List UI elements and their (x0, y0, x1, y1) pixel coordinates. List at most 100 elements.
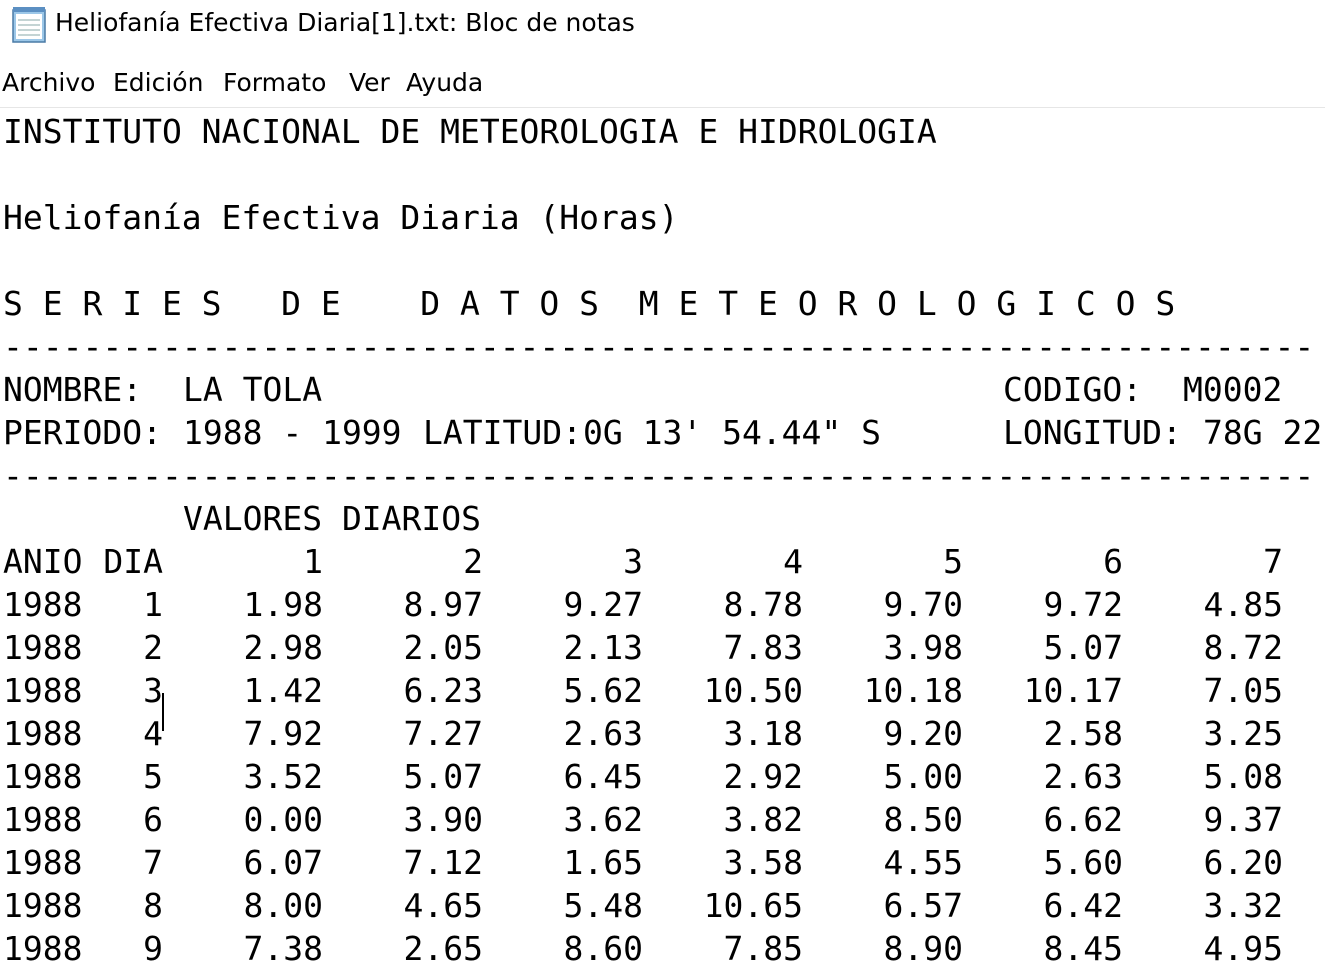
table-cell: 3.58 (723, 843, 803, 882)
text-area[interactable]: INSTITUTO NACIONAL DE METEOROLOGIA E HID… (0, 108, 1325, 971)
table-cell: 9.20 (883, 714, 963, 753)
menu-item[interactable]: Formato (223, 68, 327, 97)
title-bar: Heliofanía Efectiva Diaria[1].txt: Bloc … (0, 0, 1325, 52)
table-cell: 6 (143, 800, 163, 839)
table-cell: 2.13 (563, 628, 643, 667)
field-label: LONGITUD: (1003, 413, 1182, 452)
menu-item[interactable]: Edición (113, 68, 204, 97)
menu-item[interactable]: Archivo (2, 68, 96, 97)
table-cell: 4.95 (1203, 929, 1283, 968)
table-cell: 5.00 (883, 757, 963, 796)
table-cell: 6.20 (1203, 843, 1283, 882)
table-cell: 2.98 (243, 628, 323, 667)
table-cell: 9.27 (563, 585, 643, 624)
table-cell: 5.07 (403, 757, 483, 796)
table-cell: 8.97 (403, 585, 483, 624)
table-cell: 8.45 (1043, 929, 1123, 968)
column-header: DIA (103, 542, 163, 581)
separator-line: ----------------------------------------… (3, 327, 1315, 366)
table-cell: 3 (143, 671, 163, 710)
table-cell: 1.98 (243, 585, 323, 624)
table-cell: 1988 (3, 671, 83, 710)
table-cell: 2.05 (403, 628, 483, 667)
table-cell: 1 (143, 585, 163, 624)
separator-line: ----------------------------------------… (3, 456, 1315, 495)
menu-item[interactable]: Ayuda (406, 68, 484, 97)
table-cell: 2.63 (1043, 757, 1123, 796)
table-cell: 2.58 (1043, 714, 1123, 753)
table-cell: 7.12 (403, 843, 483, 882)
table-cell: 6.62 (1043, 800, 1123, 839)
table-cell: 9.37 (1203, 800, 1283, 839)
column-header: ANIO (3, 542, 83, 581)
table-cell: 8.78 (723, 585, 803, 624)
field-value: LA TOLA (183, 370, 323, 409)
table-cell: 4.85 (1203, 585, 1283, 624)
table-title: VALORES DIARIOS (183, 499, 482, 538)
text-cursor (162, 693, 164, 731)
menu-item[interactable]: Ver (349, 68, 390, 97)
table-cell: 1988 (3, 929, 83, 968)
field-label: CODIGO: (1003, 370, 1143, 409)
table-cell: 8.00 (243, 886, 323, 925)
table-cell: 7 (143, 843, 163, 882)
table-cell: 3.98 (883, 628, 963, 667)
table-cell: 7.83 (723, 628, 803, 667)
table-cell: 8.60 (563, 929, 643, 968)
table-cell: 4 (143, 714, 163, 753)
table-cell: 2 (143, 628, 163, 667)
table-cell: 1.65 (563, 843, 643, 882)
column-header: 1 (303, 542, 323, 581)
window-title: Heliofanía Efectiva Diaria[1].txt: Bloc … (55, 8, 635, 37)
column-header: 2 (463, 542, 483, 581)
table-cell: 9.72 (1043, 585, 1123, 624)
table-cell: 6.23 (403, 671, 483, 710)
field-label: LATITUD: (423, 413, 582, 452)
table-cell: 3.18 (723, 714, 803, 753)
table-cell: 3.25 (1203, 714, 1283, 753)
table-cell: 8.72 (1203, 628, 1283, 667)
table-cell: 5.60 (1043, 843, 1123, 882)
field-value: M0002 (1183, 370, 1283, 409)
table-cell: 4.65 (403, 886, 483, 925)
table-cell: 2.65 (403, 929, 483, 968)
table-cell: 4.55 (883, 843, 963, 882)
subtitle-line: Heliofanía Efectiva Diaria (Horas) (3, 198, 679, 237)
table-cell: 5.08 (1203, 757, 1283, 796)
table-cell: 5.62 (563, 671, 643, 710)
table-cell: 3.82 (723, 800, 803, 839)
table-cell: 10.50 (703, 671, 803, 710)
table-cell: 7.05 (1203, 671, 1283, 710)
table-cell: 0.00 (243, 800, 323, 839)
institute-line: INSTITUTO NACIONAL DE METEOROLOGIA E HID… (3, 112, 937, 151)
field-value: 1988 - 1999 (183, 413, 402, 452)
table-cell: 6.45 (563, 757, 643, 796)
field-label: PERIODO: (3, 413, 162, 452)
table-cell: 2.63 (563, 714, 643, 753)
table-cell: 7.27 (403, 714, 483, 753)
table-cell: 1988 (3, 843, 83, 882)
table-cell: 9.70 (883, 585, 963, 624)
field-value: 0G 13' 54.44" S (583, 413, 882, 452)
table-cell: 1.42 (243, 671, 323, 710)
column-header: 3 (623, 542, 643, 581)
column-header: 6 (1103, 542, 1123, 581)
table-cell: 6.07 (243, 843, 323, 882)
table-cell: 5 (143, 757, 163, 796)
table-cell: 3.62 (563, 800, 643, 839)
column-header: 4 (783, 542, 803, 581)
table-cell: 1988 (3, 714, 83, 753)
column-header: 7 (1263, 542, 1283, 581)
table-cell: 7.92 (243, 714, 323, 753)
series-heading: S E R I E S D E D A T O S M E T E O R O … (3, 284, 1176, 323)
table-cell: 1988 (3, 800, 83, 839)
field-value: 78G 22 (1203, 413, 1323, 452)
table-cell: 8.90 (883, 929, 963, 968)
table-cell: 6.42 (1043, 886, 1123, 925)
table-cell: 2.92 (723, 757, 803, 796)
table-cell: 3.90 (403, 800, 483, 839)
table-cell: 3.32 (1203, 886, 1283, 925)
table-cell: 10.17 (1023, 671, 1123, 710)
table-cell: 9 (143, 929, 163, 968)
